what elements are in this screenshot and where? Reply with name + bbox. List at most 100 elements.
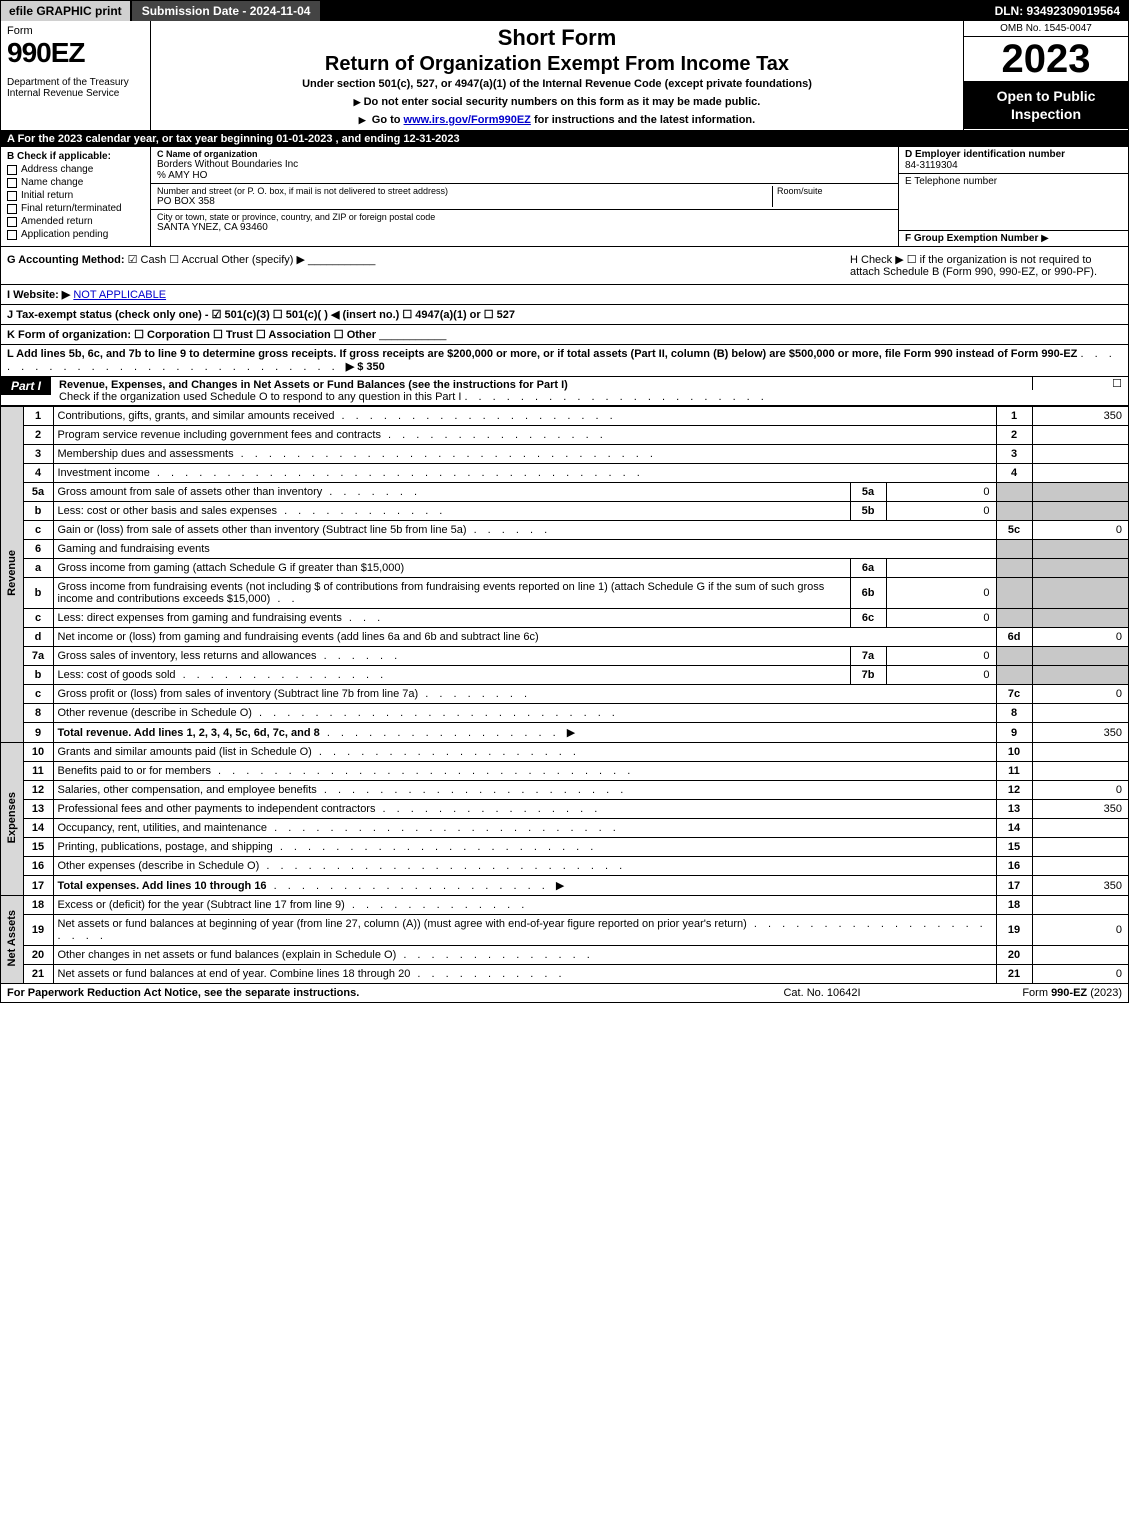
- table-row: b Less: cost or other basis and sales ex…: [1, 502, 1128, 521]
- grey-cell: [1032, 559, 1128, 578]
- line-num: b: [23, 578, 53, 609]
- d-value: 84-3119304: [905, 160, 1122, 171]
- section-b: B Check if applicable: Address change Na…: [1, 147, 151, 246]
- line-num: d: [23, 628, 53, 647]
- line-final-val: 0: [1032, 965, 1128, 984]
- line-desc: Gaming and fundraising events: [53, 540, 996, 559]
- section-j: J Tax-exempt status (check only one) - ☑…: [1, 305, 1128, 325]
- line-final-num: 18: [996, 896, 1032, 915]
- line-final-val: 350: [1032, 876, 1128, 896]
- cb-label: Application pending: [21, 229, 108, 240]
- c-city-label: City or town, state or province, country…: [157, 212, 892, 222]
- net-assets-section-label: Net Assets: [1, 896, 23, 984]
- line-final-val: [1032, 819, 1128, 838]
- table-row: c Less: direct expenses from gaming and …: [1, 609, 1128, 628]
- line-num: 13: [23, 800, 53, 819]
- cb-amended[interactable]: Amended return: [7, 216, 144, 227]
- table-row: 8 Other revenue (describe in Schedule O)…: [1, 704, 1128, 723]
- line-desc: Net income or (loss) from gaming and fun…: [53, 628, 996, 647]
- section-f: F Group Exemption Number ▶: [899, 231, 1128, 246]
- table-row: 20 Other changes in net assets or fund b…: [1, 946, 1128, 965]
- section-bcdef: B Check if applicable: Address change Na…: [1, 147, 1128, 247]
- c-name-label: C Name of organization: [157, 149, 892, 159]
- section-g: G Accounting Method: ☑ Cash ☐ Accrual Ot…: [7, 253, 842, 278]
- header-left: Form 990EZ Department of the Treasury In…: [1, 21, 151, 130]
- part1-header: Part I Revenue, Expenses, and Changes in…: [1, 377, 1128, 406]
- g-other-label: Other (specify) ▶: [221, 254, 305, 266]
- cb-initial-return[interactable]: Initial return: [7, 190, 144, 201]
- grey-cell: [1032, 502, 1128, 521]
- g-other[interactable]: Other (specify) ▶ ___________: [221, 254, 375, 266]
- line-num: 9: [23, 723, 53, 743]
- g-cash[interactable]: ☑ Cash: [128, 254, 167, 266]
- h-text: H Check ▶ ☐ if the organization is not r…: [850, 254, 1097, 278]
- line-num: 19: [23, 915, 53, 946]
- grey-cell: [996, 483, 1032, 502]
- goto-text: Go to: [372, 114, 404, 126]
- line-desc: Less: cost or other basis and sales expe…: [53, 502, 850, 521]
- line-final-num: 20: [996, 946, 1032, 965]
- form-word: Form: [7, 25, 144, 37]
- j-text: J Tax-exempt status (check only one) - ☑…: [7, 309, 515, 321]
- table-row: 6 Gaming and fundraising events: [1, 540, 1128, 559]
- grey-cell: [996, 647, 1032, 666]
- submission-date: Submission Date - 2024-11-04: [130, 1, 321, 21]
- i-value[interactable]: NOT APPLICABLE: [73, 289, 166, 301]
- line-final-num: 5c: [996, 521, 1032, 540]
- line-desc: Professional fees and other payments to …: [53, 800, 996, 819]
- sub-val: 0: [886, 666, 996, 685]
- line-desc: Gross income from fundraising events (no…: [53, 578, 850, 609]
- c-name-block: C Name of organization Borders Without B…: [151, 147, 898, 184]
- i-label: I Website: ▶: [7, 289, 70, 301]
- line-num: c: [23, 521, 53, 540]
- line-final-val: 0: [1032, 521, 1128, 540]
- d-label: D Employer identification number: [905, 149, 1122, 160]
- section-e: E Telephone number: [899, 174, 1128, 231]
- table-row: 15 Printing, publications, postage, and …: [1, 838, 1128, 857]
- table-row: 13 Professional fees and other payments …: [1, 800, 1128, 819]
- line-desc: Less: direct expenses from gaming and fu…: [53, 609, 850, 628]
- c-addr-block: Number and street (or P. O. box, if mail…: [151, 184, 898, 210]
- line-desc: Less: cost of goods sold . . . . . . . .…: [53, 666, 850, 685]
- goto-url[interactable]: www.irs.gov/Form990EZ: [404, 114, 531, 126]
- part1-check-cell[interactable]: ☐: [1032, 377, 1128, 390]
- g-accrual[interactable]: ☐ Accrual: [169, 254, 218, 266]
- cb-pending[interactable]: Application pending: [7, 229, 144, 240]
- goto-link[interactable]: Go to www.irs.gov/Form990EZ for instruct…: [159, 114, 955, 126]
- footer-right: Form 990-EZ (2023): [922, 987, 1122, 999]
- grey-cell: [1032, 666, 1128, 685]
- line-num: 1: [23, 407, 53, 426]
- cb-final-return[interactable]: Final return/terminated: [7, 203, 144, 214]
- line-final-num: 1: [996, 407, 1032, 426]
- line-final-val: 350: [1032, 407, 1128, 426]
- line-final-num: 4: [996, 464, 1032, 483]
- cb-name-change[interactable]: Name change: [7, 177, 144, 188]
- line-final-val: 350: [1032, 723, 1128, 743]
- g-label: G Accounting Method:: [7, 254, 125, 266]
- line-a: A For the 2023 calendar year, or tax yea…: [1, 131, 1128, 147]
- grey-cell: [996, 578, 1032, 609]
- line-desc: Net assets or fund balances at end of ye…: [53, 965, 996, 984]
- line-desc: Excess or (deficit) for the year (Subtra…: [53, 896, 996, 915]
- line-num: 14: [23, 819, 53, 838]
- line-desc: Program service revenue including govern…: [53, 426, 996, 445]
- c-room: Room/suite: [772, 186, 892, 207]
- table-row: Expenses 10 Grants and similar amounts p…: [1, 743, 1128, 762]
- short-form-title: Short Form: [159, 25, 955, 51]
- line-final-num: 7c: [996, 685, 1032, 704]
- cb-address-change[interactable]: Address change: [7, 164, 144, 175]
- grey-cell: [1032, 483, 1128, 502]
- dln-number: DLN: 93492309019564: [987, 1, 1128, 21]
- line-final-val: 0: [1032, 628, 1128, 647]
- table-row: Revenue 1 Contributions, gifts, grants, …: [1, 407, 1128, 426]
- line-num: 17: [23, 876, 53, 896]
- line-num: b: [23, 666, 53, 685]
- table-row: 7a Gross sales of inventory, less return…: [1, 647, 1128, 666]
- grey-cell: [996, 559, 1032, 578]
- under-section: Under section 501(c), 527, or 4947(a)(1)…: [159, 78, 955, 90]
- rotated-label: Revenue: [6, 550, 18, 596]
- sub-val: 0: [886, 609, 996, 628]
- sub-label: 6b: [850, 578, 886, 609]
- header-row: Form 990EZ Department of the Treasury In…: [1, 21, 1128, 131]
- efile-print-button[interactable]: efile GRAPHIC print: [1, 1, 130, 21]
